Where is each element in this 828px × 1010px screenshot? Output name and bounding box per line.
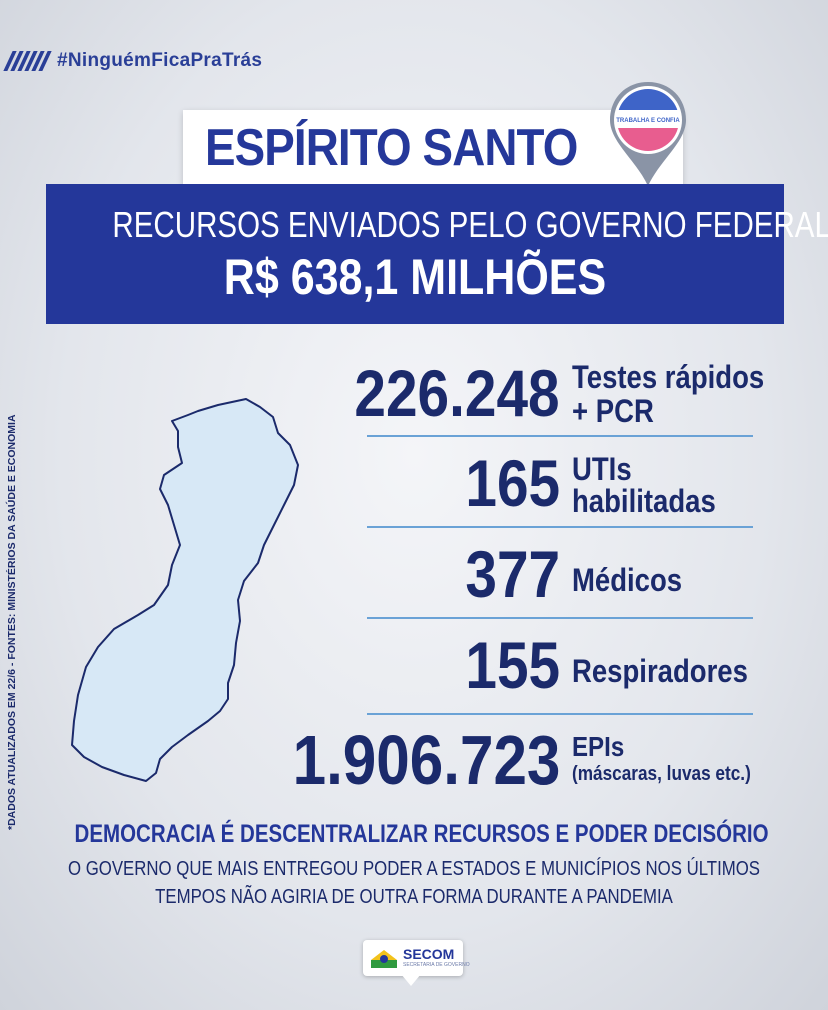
sources-note: *DADOS ATUALIZADOS EM 22/6 - FONTES: MIN… xyxy=(6,414,18,830)
secom-badge: SECOM SECRETARIA DE GOVERNO xyxy=(363,940,470,976)
subline-1: O GOVERNO QUE MAIS ENTREGOU PODER A ESTA… xyxy=(67,858,761,880)
banner-subtitle: RECURSOS ENVIADOS PELO GOVERNO FEDERAL xyxy=(112,204,828,245)
stat-value: 226.248 xyxy=(354,356,560,430)
slashes-decoration xyxy=(3,51,52,71)
stat-label-secondary: (máscaras, luvas etc.) xyxy=(572,763,751,785)
resources-banner: RECURSOS ENVIADOS PELO GOVERNO FEDERAL R… xyxy=(46,184,828,324)
stat-value: 155 xyxy=(465,628,560,702)
divider xyxy=(367,617,753,619)
stat-value: 1.906.723 xyxy=(292,721,560,799)
stat-row-medicos: 377 Médicos xyxy=(310,534,760,614)
subline-2: TEMPOS NÃO AGIRIA DE OUTRA FORMA DURANTE… xyxy=(155,886,673,908)
stat-label: Médicos xyxy=(572,562,683,598)
stat-label-secondary: habilitadas xyxy=(572,483,716,519)
secom-name: SECOM xyxy=(403,946,455,962)
secom-badge-tail xyxy=(401,974,421,986)
stat-row-respiradores: 155 Respiradores xyxy=(310,625,760,705)
stat-label: EPIs xyxy=(572,731,625,762)
divider xyxy=(367,713,753,715)
stat-label: UTIs xyxy=(572,451,632,487)
hashtag-text: #NinguémFicaPraTrás xyxy=(57,50,263,71)
flag-motto: TRABALHA E CONFIA xyxy=(616,118,680,124)
state-title-box: ESPÍRITO SANTO xyxy=(183,110,683,186)
stat-label: Testes rápidos xyxy=(572,359,765,395)
stat-value: 377 xyxy=(465,537,560,611)
state-title: ESPÍRITO SANTO xyxy=(205,119,578,177)
banner-amount: R$ 638,1 MILHÕES xyxy=(223,249,607,305)
divider xyxy=(367,526,753,528)
stat-row-epis: 1.906.723 EPIs (máscaras, luvas etc.) xyxy=(292,718,760,808)
secom-subtitle: SECRETARIA DE GOVERNO xyxy=(403,962,470,968)
flag-pin-icon: TRABALHA E CONFIA xyxy=(610,82,686,186)
stat-row-tests: 226.248 Testes rápidos + PCR xyxy=(310,355,764,435)
stat-value: 165 xyxy=(465,446,560,520)
headline: DEMOCRACIA É DESCENTRALIZAR RECURSOS E P… xyxy=(74,820,769,848)
divider xyxy=(367,435,753,437)
secom-logo-icon xyxy=(371,950,397,968)
state-map xyxy=(71,398,299,782)
stat-row-utis: 165 UTIs habilitadas xyxy=(310,443,760,523)
stat-label-secondary: + PCR xyxy=(572,393,654,429)
stat-label: Respiradores xyxy=(572,653,748,689)
hashtag-row: #NinguémFicaPraTrás xyxy=(3,50,263,72)
